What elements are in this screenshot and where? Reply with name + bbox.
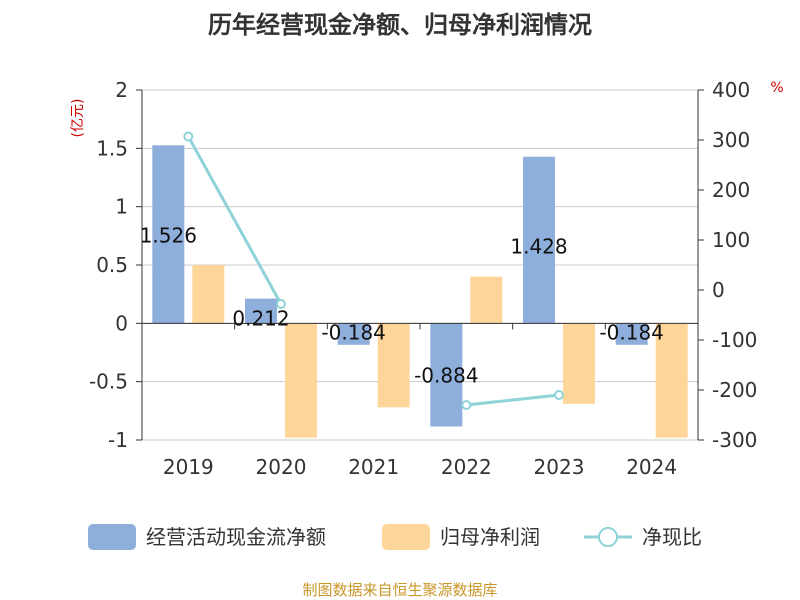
legend-swatch: [382, 524, 430, 550]
data-label: 0.212: [232, 307, 289, 331]
bar: [655, 323, 688, 438]
right-tick-label: 200: [712, 178, 750, 202]
right-tick-label: 400: [712, 78, 750, 102]
data-label: -0.884: [414, 363, 478, 387]
bar: [377, 323, 410, 408]
bar: [285, 323, 317, 438]
axes: 2 1.5 1 0.5 0 -0.5 -1 400 300 200 100 0 -100 -200 -300…: [89, 78, 757, 479]
right-tick-label: 0: [712, 278, 725, 302]
x-tick-label: 2021: [348, 455, 399, 479]
ratio-point: [276, 299, 286, 309]
legend-label: 经营活动现金流净额: [146, 525, 326, 549]
left-tick-label: 0: [115, 311, 128, 335]
right-tick-label: -300: [712, 428, 757, 452]
legend-swatch: [88, 524, 136, 550]
data-label: -0.184: [321, 320, 385, 344]
left-tick-label: 1: [115, 195, 128, 219]
x-tick-label: 2020: [256, 455, 307, 479]
bar-series: [152, 145, 688, 438]
line-series: [183, 131, 564, 410]
bar: [152, 145, 185, 324]
right-axis-unit: %: [770, 80, 783, 96]
ratio-line-segment: [187, 135, 283, 305]
bar: [430, 323, 463, 427]
x-tick-label: 2019: [163, 455, 214, 479]
bar: [192, 265, 225, 324]
ratio-point: [183, 131, 194, 142]
ratio-point: [554, 390, 564, 400]
legend: 经营活动现金流净额 归母净利润 净现比: [88, 524, 702, 550]
legend-label: 净现比: [642, 525, 702, 549]
bar: [523, 156, 555, 324]
x-tick-label: 2024: [626, 455, 677, 479]
x-tick-label: 2022: [441, 455, 492, 479]
data-labels: 1.526 0.212 -0.184 -0.884 1.428 -0.184: [140, 223, 664, 387]
left-tick-label: 0.5: [96, 253, 128, 277]
bar: [615, 323, 648, 345]
chart-title: 历年经营现金净额、归母净利润情况: [208, 11, 592, 39]
right-tick-label: 300: [712, 128, 750, 152]
source-note: 制图数据来自恒生聚源数据库: [302, 581, 497, 599]
left-tick-label: 2: [115, 78, 128, 102]
data-label: 1.428: [510, 235, 567, 259]
right-tick-label: 100: [712, 228, 750, 252]
bar: [563, 323, 595, 404]
right-tick-label: -200: [712, 378, 757, 402]
right-tick-label: -100: [712, 328, 757, 352]
bar: [470, 276, 503, 324]
left-axis-unit: (亿元): [70, 99, 86, 138]
legend-marker: [598, 527, 618, 547]
data-label: -0.184: [599, 320, 663, 344]
left-tick-label: -0.5: [89, 370, 128, 394]
left-tick-label: -1: [108, 428, 128, 452]
legend-label: 归母净利润: [440, 525, 540, 549]
data-label: 1.526: [140, 223, 197, 247]
ratio-point: [461, 400, 472, 410]
gridlines: [142, 89, 698, 441]
x-tick-label: 2023: [534, 455, 585, 479]
left-tick-label: 1.5: [96, 136, 128, 160]
bar: [245, 298, 277, 324]
bar: [337, 323, 370, 345]
ratio-line-segment: [466, 393, 560, 407]
